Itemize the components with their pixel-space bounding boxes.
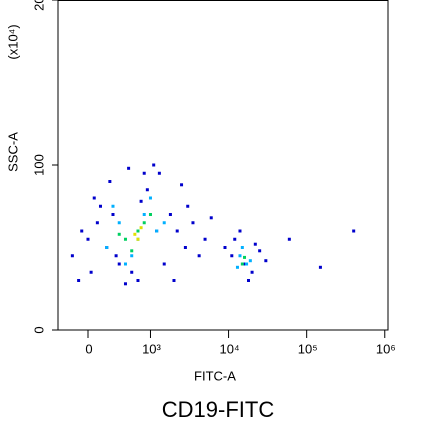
point [223,246,227,249]
point [168,213,172,216]
point [243,255,247,259]
point [136,237,140,241]
point [209,216,213,220]
x-tick-label: 10⁶ [376,341,396,356]
point [238,254,242,258]
point [233,237,237,241]
point [114,254,118,258]
point [117,232,121,236]
point [148,213,152,216]
point [287,237,291,241]
point [117,262,121,266]
point [142,171,146,175]
point [245,262,249,266]
point [162,262,166,266]
point [139,226,143,230]
point [247,279,251,282]
point [240,246,244,249]
point [240,262,244,266]
point [203,237,207,241]
point [186,204,190,208]
point [127,166,131,170]
point [133,232,137,236]
x-axis-label: FITC-A [194,368,236,383]
point [117,221,121,225]
chart-title: CD19-FITC [162,397,275,422]
point [157,171,161,175]
point [152,163,156,167]
point [318,265,322,269]
point [264,259,268,263]
point [142,221,146,225]
point [148,196,152,200]
point [258,249,262,253]
point [86,237,90,241]
point [145,188,149,192]
x-tick-label: 10⁵ [298,341,318,356]
point [172,279,176,282]
y-axis-label: SSC-A [5,132,20,172]
point [197,254,201,258]
point [136,279,140,282]
x-tick-label: 10³ [142,341,161,356]
point [191,221,195,225]
point [130,254,134,258]
point [250,270,254,274]
x-tick-label: 10⁴ [220,341,240,356]
point [162,221,166,225]
point [183,246,187,249]
point [235,265,239,269]
point [142,213,146,216]
point [130,249,134,253]
plot-frame [57,0,389,331]
y-tick-label: 100 [31,154,46,176]
point [108,180,112,183]
x-tick-label: 0 [85,341,92,356]
point [253,242,257,246]
point [105,246,109,249]
point [111,213,115,216]
point [80,229,84,233]
point [123,262,127,266]
point [238,229,242,233]
point [175,229,179,233]
plot-area [70,163,356,286]
point [155,229,159,233]
point [180,183,184,187]
point [89,270,93,274]
point [130,270,134,274]
point [95,221,99,225]
point [92,196,96,200]
point [111,204,115,208]
y-tick-label: 200 [31,0,46,11]
point [243,262,247,266]
point [77,279,81,282]
point [70,254,74,258]
point [230,254,234,258]
point [352,229,356,233]
y-axis-unit: (x10⁴) [5,24,20,59]
y-tick-label: 0 [31,326,46,333]
point [98,204,102,208]
point [248,259,252,263]
point [139,199,143,203]
point [136,229,140,233]
point [123,282,127,286]
point [123,237,127,241]
